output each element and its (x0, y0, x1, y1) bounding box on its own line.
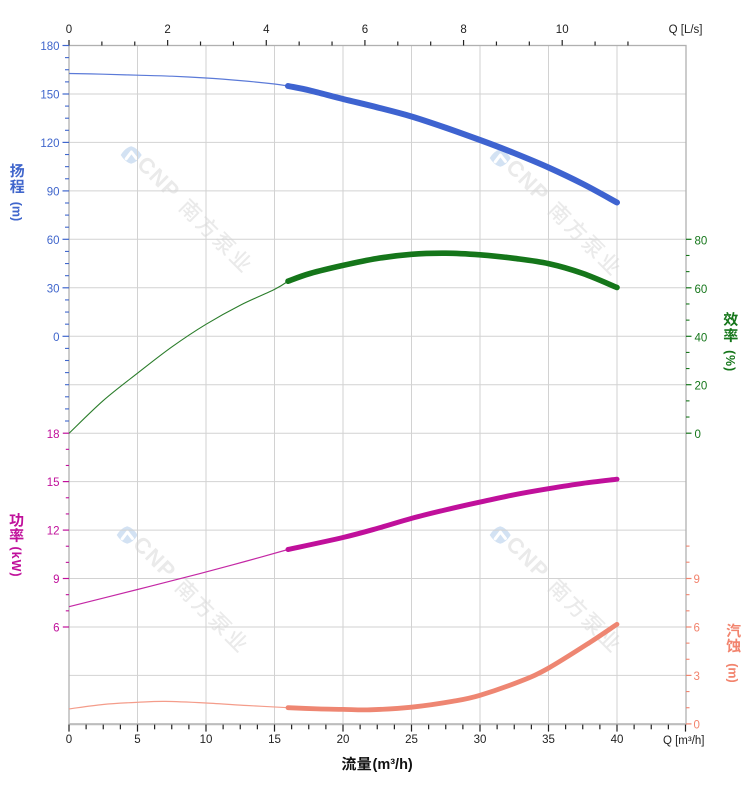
svg-text:15: 15 (268, 734, 281, 746)
svg-text:4: 4 (263, 24, 270, 36)
svg-text:18: 18 (47, 429, 60, 441)
svg-text:Q [m³/h]: Q [m³/h] (663, 735, 705, 747)
svg-text:Q [L/s]: Q [L/s] (669, 24, 703, 36)
svg-text:150: 150 (40, 90, 59, 102)
svg-text:6: 6 (362, 24, 368, 36)
svg-text:10: 10 (200, 734, 213, 746)
svg-text:10: 10 (556, 24, 569, 36)
svg-text:0: 0 (66, 24, 72, 36)
svg-text:6: 6 (694, 623, 700, 635)
svg-text:12: 12 (47, 526, 60, 538)
svg-text:25: 25 (405, 734, 418, 746)
svg-text:(kW): (kW) (9, 546, 23, 577)
svg-text:80: 80 (695, 235, 708, 247)
svg-text:3: 3 (694, 671, 700, 683)
svg-text:35: 35 (542, 734, 555, 746)
svg-text:30: 30 (47, 283, 60, 295)
svg-text:90: 90 (47, 187, 60, 199)
svg-text:20: 20 (337, 734, 350, 746)
svg-text:6: 6 (53, 623, 59, 635)
svg-text:(m³/h): (m³/h) (373, 757, 413, 773)
svg-text:0: 0 (66, 734, 72, 746)
svg-text:40: 40 (611, 734, 624, 746)
svg-text:9: 9 (694, 574, 700, 586)
svg-text:30: 30 (474, 734, 487, 746)
svg-text:0: 0 (53, 332, 59, 344)
svg-text:180: 180 (40, 41, 59, 53)
svg-text:5: 5 (134, 734, 140, 746)
svg-text:8: 8 (460, 24, 466, 36)
svg-text:9: 9 (53, 574, 59, 586)
svg-text:(m): (m) (10, 202, 24, 221)
svg-text:0: 0 (695, 429, 701, 441)
svg-text:20: 20 (695, 381, 708, 393)
svg-text:60: 60 (695, 284, 708, 296)
svg-text:60: 60 (47, 235, 60, 247)
svg-text:120: 120 (40, 138, 59, 150)
svg-text:2: 2 (164, 24, 170, 36)
svg-text:15: 15 (47, 477, 60, 489)
svg-text:0: 0 (694, 720, 700, 732)
svg-text:(m): (m) (726, 663, 740, 682)
svg-text:(%): (%) (723, 350, 737, 372)
svg-text:40: 40 (695, 332, 708, 344)
